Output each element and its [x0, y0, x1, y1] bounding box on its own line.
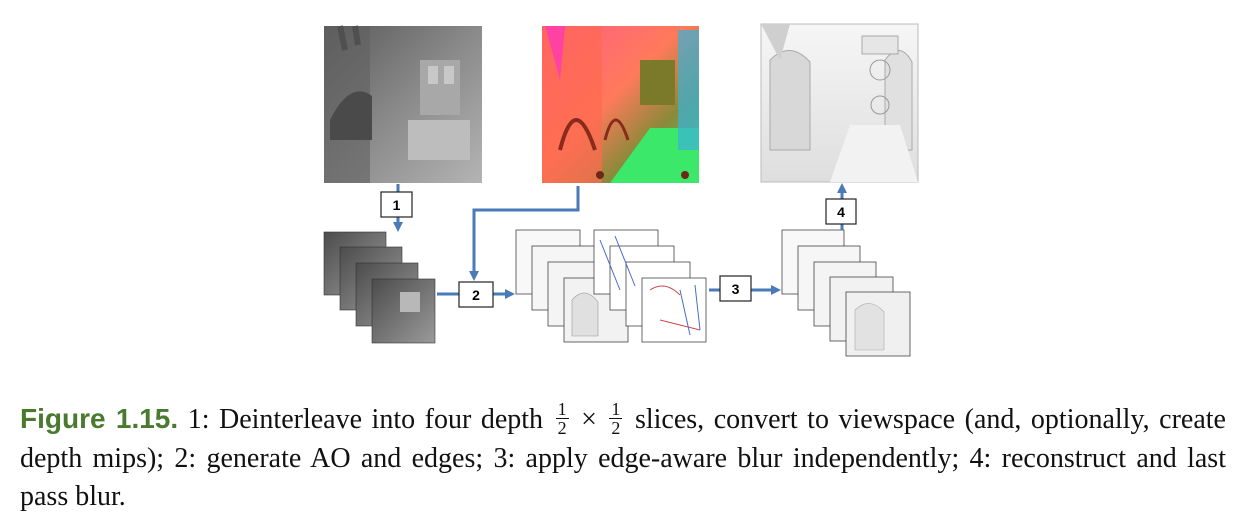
step-label-4: 4 [837, 204, 845, 220]
fraction-denominator: 2 [557, 418, 567, 439]
figure-caption: Figure 1.15. 1: Deinterleave into four d… [20, 400, 1226, 516]
step-box-3: 3 [719, 275, 752, 302]
caption-step1-text: 1: Deinterleave into four depth [178, 404, 553, 435]
depth-image [324, 25, 482, 183]
fraction-numerator: 1 [609, 399, 623, 420]
pipeline-diagram: 1 2 3 4 [323, 23, 919, 357]
normals-image [542, 26, 699, 183]
step-box-1: 1 [380, 191, 413, 218]
depth-slices-stack [323, 231, 436, 344]
fraction-denominator: 2 [611, 418, 621, 439]
step-label-1: 1 [393, 197, 401, 213]
arrow-normals-to-step2 [469, 186, 580, 281]
step-label-3: 3 [732, 281, 740, 297]
fraction-numerator: 1 [555, 399, 569, 420]
blurred-ao-slices-stack [781, 229, 911, 357]
edge-slices-stack [593, 229, 707, 343]
step-box-2: 2 [458, 281, 494, 308]
final-ao-image [760, 23, 919, 183]
step-box-4: 4 [825, 198, 857, 225]
step-label-2: 2 [472, 287, 480, 303]
caption-rest-text: slices, convert to viewspace (and, optio… [20, 404, 1226, 513]
times-symbol: × [571, 404, 607, 435]
figure-label: Figure 1.15. [20, 403, 179, 434]
